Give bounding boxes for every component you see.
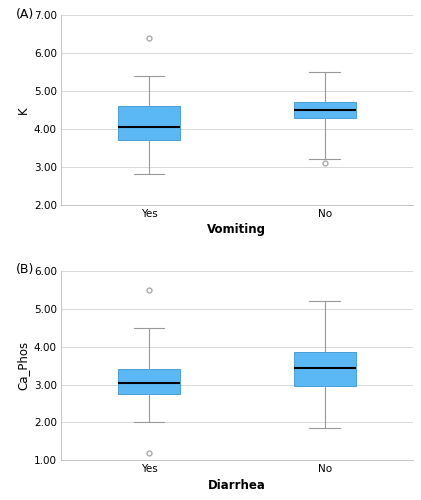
PathPatch shape [118, 106, 180, 140]
Text: (B): (B) [16, 264, 34, 276]
Text: (A): (A) [16, 8, 34, 21]
PathPatch shape [294, 102, 356, 117]
PathPatch shape [118, 370, 180, 394]
X-axis label: Vomiting: Vomiting [208, 223, 266, 236]
X-axis label: Diarrhea: Diarrhea [208, 478, 266, 492]
Y-axis label: K: K [17, 106, 30, 114]
Y-axis label: Ca_Phos: Ca_Phos [17, 341, 30, 390]
PathPatch shape [294, 352, 356, 386]
